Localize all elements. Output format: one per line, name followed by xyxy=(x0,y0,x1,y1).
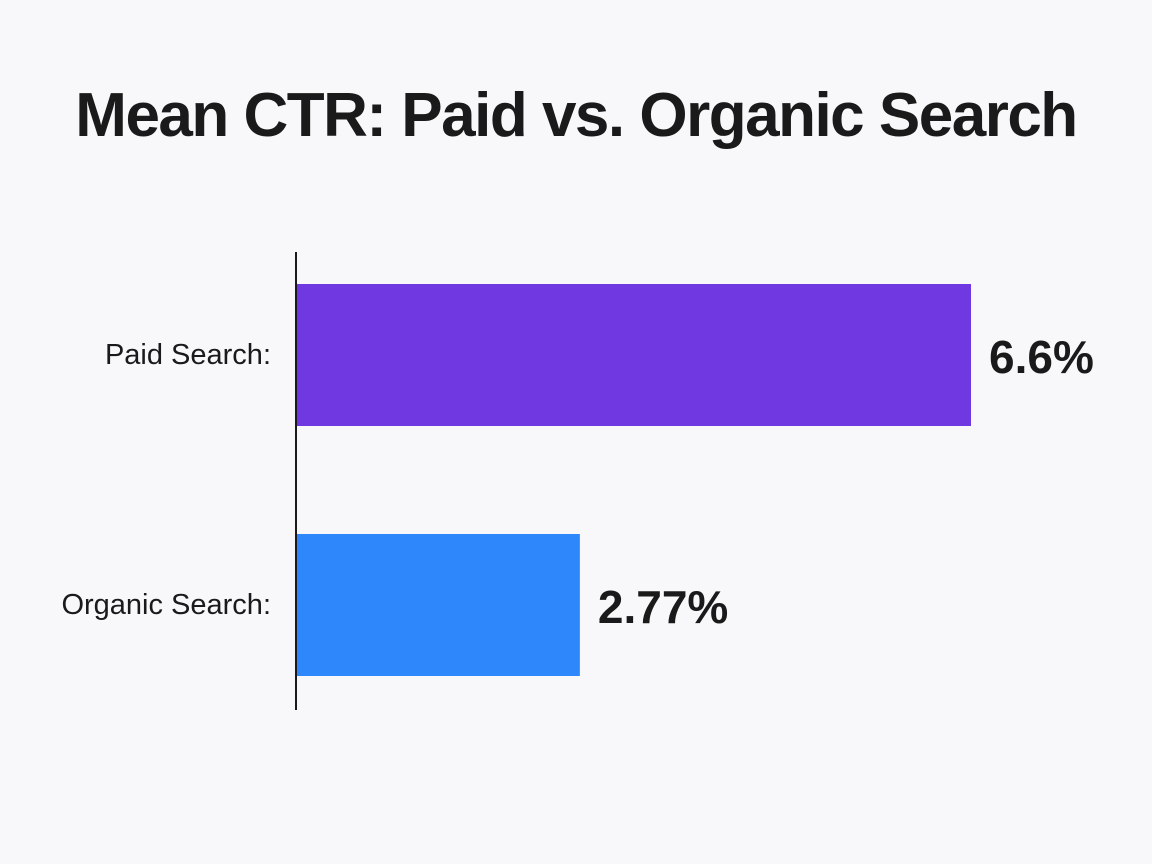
bar-paid-search xyxy=(297,284,971,426)
category-label-paid-search: Paid Search: xyxy=(105,339,271,371)
value-label-organic-search: 2.77% xyxy=(598,581,728,633)
category-label-organic-search: Organic Search: xyxy=(61,589,271,621)
bar-organic-search xyxy=(297,534,580,676)
value-label-paid-search: 6.6% xyxy=(989,331,1094,383)
chart-title: Mean CTR: Paid vs. Organic Search xyxy=(75,81,1078,150)
